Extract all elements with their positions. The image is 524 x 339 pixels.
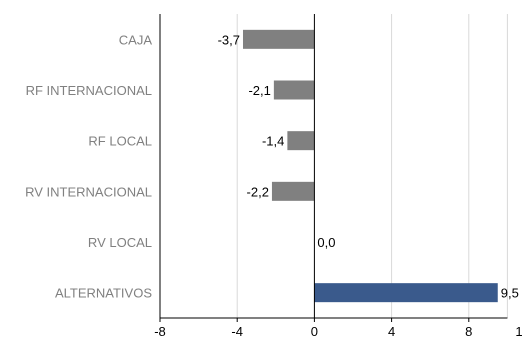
x-tick-label: 1 — [515, 324, 522, 339]
x-tick-label: 0 — [311, 324, 318, 339]
category-label: RV INTERNACIONAL — [25, 184, 152, 199]
data-label: -1,4 — [262, 134, 284, 149]
x-tick-label: -8 — [154, 324, 166, 339]
category-label: CAJA — [119, 32, 153, 47]
x-tick-label: -4 — [231, 324, 243, 339]
axes — [159, 14, 508, 322]
data-label: 0,0 — [317, 235, 335, 250]
data-label: 9,5 — [501, 286, 519, 301]
x-tick-label: 4 — [388, 324, 395, 339]
bars — [242, 29, 498, 303]
bar — [287, 131, 315, 151]
data-label: -2,2 — [247, 184, 269, 199]
category-label: RV LOCAL — [88, 235, 152, 250]
category-label: RF INTERNACIONAL — [26, 83, 152, 98]
category-label: ALTERNATIVOS — [55, 286, 152, 301]
grid-lines — [159, 14, 508, 318]
data-label: -3,7 — [218, 32, 240, 47]
data-label: -2,1 — [248, 83, 270, 98]
bar — [242, 29, 315, 49]
category-label: RF LOCAL — [88, 134, 152, 149]
bar — [273, 80, 315, 100]
x-tick-label: 8 — [465, 324, 472, 339]
bar — [314, 283, 498, 303]
labels: -3,7 CAJA -2,1 RF INTERNACIONAL -1,4 RF LOCAL… — [25, 32, 523, 339]
bar — [271, 181, 315, 201]
